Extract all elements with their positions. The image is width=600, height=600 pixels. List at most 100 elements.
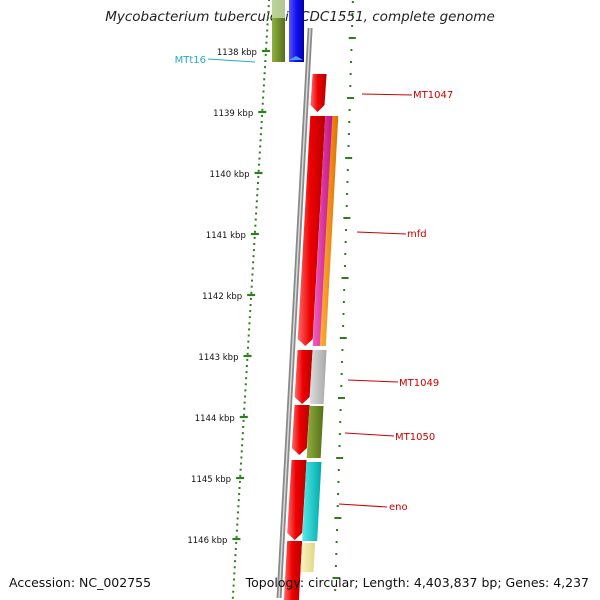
ruler-minor-tick <box>238 480 241 483</box>
gray-feature[interactable] <box>309 350 327 404</box>
gene-label-mt1047[interactable]: MT1047 <box>413 90 453 101</box>
ruler-minor-tick <box>244 395 247 398</box>
ruler-minor-tick <box>259 145 262 148</box>
outer-track-dot <box>345 157 353 159</box>
outer-track-dot <box>340 385 343 387</box>
ruler-minor-tick <box>232 578 235 581</box>
gene-leader-line <box>338 503 388 508</box>
ruler-minor-tick <box>256 182 259 184</box>
outer-track-dot <box>342 325 345 327</box>
outer-track-dot <box>348 121 351 123</box>
ruler-minor-tick <box>235 529 238 532</box>
ruler-minor-tick <box>231 596 234 599</box>
olive-feature[interactable] <box>306 406 324 458</box>
ruler-minor-tick <box>240 450 243 453</box>
ruler-minor-tick <box>258 157 261 160</box>
ruler-minor-tick <box>264 60 267 62</box>
ruler-minor-tick <box>238 493 241 496</box>
ruler-minor-tick <box>242 426 245 428</box>
outer-track-dot <box>337 481 340 483</box>
ruler-minor-tick <box>259 133 262 136</box>
ruler-minor-tick <box>241 432 244 435</box>
ruler-minor-tick <box>263 72 266 75</box>
gene-mfd[interactable] <box>297 116 326 346</box>
ruler-minor-tick <box>242 413 245 416</box>
orange-feature[interactable] <box>319 116 339 346</box>
ruler-minor-tick <box>267 11 270 14</box>
outer-track-dot <box>338 433 341 435</box>
ruler-minor-tick <box>247 334 250 337</box>
ruler-minor-tick <box>266 17 269 20</box>
ruler-minor-tick <box>265 41 268 44</box>
ruler-minor-tick <box>234 554 237 557</box>
gene-label-mt1050[interactable]: MT1050 <box>395 432 435 443</box>
gene-label-mfd[interactable]: mfd <box>407 229 427 240</box>
gene-next[interactable] <box>283 541 303 600</box>
gene-mt1047[interactable] <box>310 74 327 112</box>
ruler-minor-tick <box>263 66 266 69</box>
outer-track-dot <box>332 577 340 579</box>
ruler-minor-tick <box>265 35 268 38</box>
outer-track-dot <box>339 409 342 411</box>
cyan-feature[interactable] <box>302 462 322 541</box>
ruler-minor-tick <box>249 310 252 313</box>
outer-track-dot <box>335 553 338 555</box>
outer-track-dot <box>345 205 348 207</box>
ruler-minor-tick <box>257 169 260 172</box>
ruler-minor-tick <box>239 462 242 465</box>
ruler-minor-tick <box>241 438 244 441</box>
ruler-minor-tick <box>236 523 239 526</box>
yellow-feature[interactable] <box>300 543 316 572</box>
accession-text: Accession: NC_002755 <box>9 575 152 590</box>
ruler-minor-tick <box>234 548 237 550</box>
ruler-minor-tick <box>244 383 247 386</box>
ruler-minor-tick <box>247 340 250 343</box>
ruler-minor-tick <box>251 279 254 282</box>
outer-track-dot <box>348 37 356 39</box>
ruler-minor-tick <box>240 456 243 459</box>
gene-label-eno[interactable]: eno <box>389 502 408 513</box>
ruler-minor-tick <box>235 535 238 538</box>
ruler-minor-tick <box>248 316 251 319</box>
ruler-minor-tick <box>267 5 270 8</box>
ruler-minor-tick <box>246 346 249 349</box>
outer-track-dot <box>346 193 349 195</box>
gene-label-mt1049[interactable]: MT1049 <box>399 378 439 389</box>
gene-leader-line <box>344 432 395 437</box>
backbone-highlight <box>278 27 311 599</box>
ruler-minor-tick <box>232 584 235 587</box>
ruler-minor-tick <box>245 371 248 374</box>
ruler-minor-tick <box>250 291 253 294</box>
ruler-minor-tick <box>236 517 239 520</box>
genome-backbone <box>276 27 313 599</box>
magenta-feature[interactable] <box>312 116 334 346</box>
outer-track-dot <box>337 493 340 495</box>
ruler-minor-tick <box>256 194 259 197</box>
ruler-tick-label: 1146 kbp <box>187 536 227 546</box>
ruler-minor-tick <box>256 188 259 191</box>
ruler-minor-tick <box>257 175 260 178</box>
feature-track <box>272 0 339 600</box>
outer-track-dot <box>339 421 342 423</box>
ruler-minor-tick <box>259 139 262 142</box>
outer-track-dot <box>336 505 339 507</box>
ruler-minor-tick <box>261 102 264 105</box>
genome-summary-text: Topology: circular; Length: 4,403,837 bp… <box>245 575 589 590</box>
gene-label-mtt16[interactable]: MTt16 <box>175 55 206 66</box>
outer-track-dot <box>342 301 345 303</box>
ruler-minor-tick <box>261 114 264 117</box>
trna-mtt16[interactable] <box>289 0 304 62</box>
gene-eno[interactable] <box>287 460 307 540</box>
gene-mt1049[interactable] <box>294 350 313 404</box>
outer-track-dot <box>337 469 340 471</box>
outer-track-dot <box>351 13 354 15</box>
ruler-tick-label: 1139 kbp <box>213 109 253 119</box>
ruler-minor-tick <box>238 487 241 489</box>
gene-mt1050[interactable] <box>291 405 310 455</box>
outer-track-dot <box>334 589 337 591</box>
outer-track-dot <box>341 277 349 279</box>
ruler-minor-tick <box>244 389 247 392</box>
outer-track-dot <box>336 457 344 459</box>
ruler-minor-tick <box>234 560 237 563</box>
